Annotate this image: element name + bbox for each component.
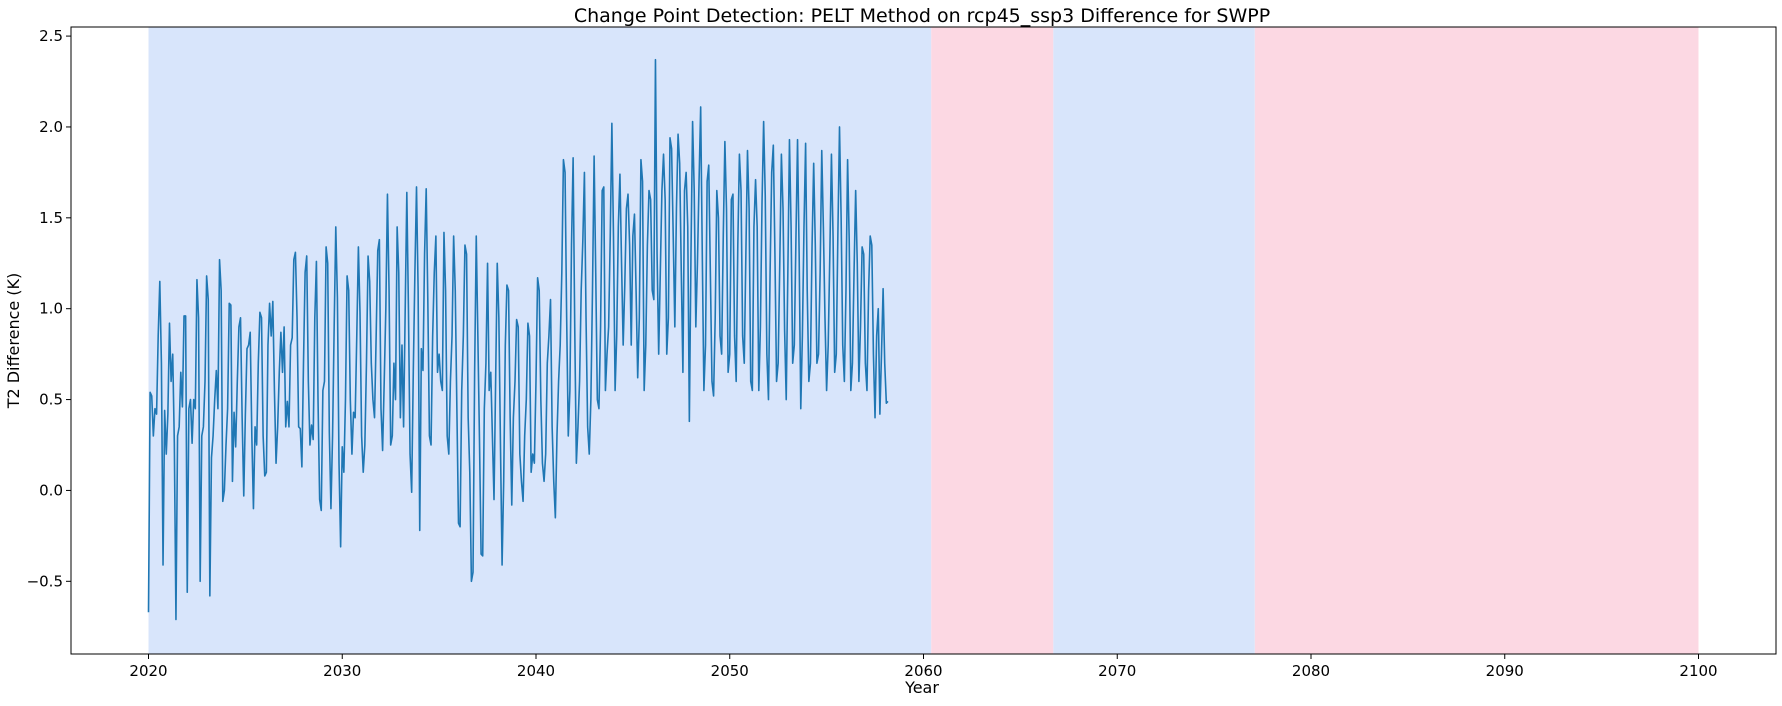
x-axis: 2020 2030 2040 2050 2060 2070 2080 2090 2100 bbox=[129, 654, 1718, 680]
y-tick-label: 1.0 bbox=[39, 300, 63, 318]
x-tick-label: 2030 bbox=[323, 662, 361, 680]
x-tick-label: 2090 bbox=[1486, 662, 1524, 680]
series-line-1 bbox=[147, 58, 889, 621]
segment-band-4 bbox=[1254, 27, 1699, 654]
x-axis-label: Year bbox=[904, 678, 939, 697]
y-tick-label: 0.5 bbox=[39, 391, 63, 409]
y-tick-label: 2.5 bbox=[39, 27, 63, 45]
x-tick-label: 2060 bbox=[904, 662, 942, 680]
y-tick-label: 2.0 bbox=[39, 118, 63, 136]
x-tick-label: 2040 bbox=[517, 662, 555, 680]
y-tick-label: 0.0 bbox=[39, 481, 63, 499]
y-axis-label: T2 Difference (K) bbox=[4, 273, 23, 410]
segment-band-3 bbox=[1053, 27, 1255, 654]
data-series bbox=[147, 58, 889, 621]
segment-band-2 bbox=[931, 27, 1054, 654]
x-tick-label: 2080 bbox=[1292, 662, 1330, 680]
x-tick-label: 2020 bbox=[129, 662, 167, 680]
x-tick-label: 2070 bbox=[1098, 662, 1136, 680]
x-tick-label: 2050 bbox=[711, 662, 749, 680]
y-axis: −0.5 0.0 0.5 1.0 1.5 2.0 2.5 bbox=[27, 27, 71, 590]
y-tick-label: 1.5 bbox=[39, 209, 63, 227]
y-tick-label: −0.5 bbox=[27, 572, 63, 590]
x-tick-label: 2100 bbox=[1679, 662, 1717, 680]
chart-title: Change Point Detection: PELT Method on r… bbox=[574, 5, 1270, 27]
